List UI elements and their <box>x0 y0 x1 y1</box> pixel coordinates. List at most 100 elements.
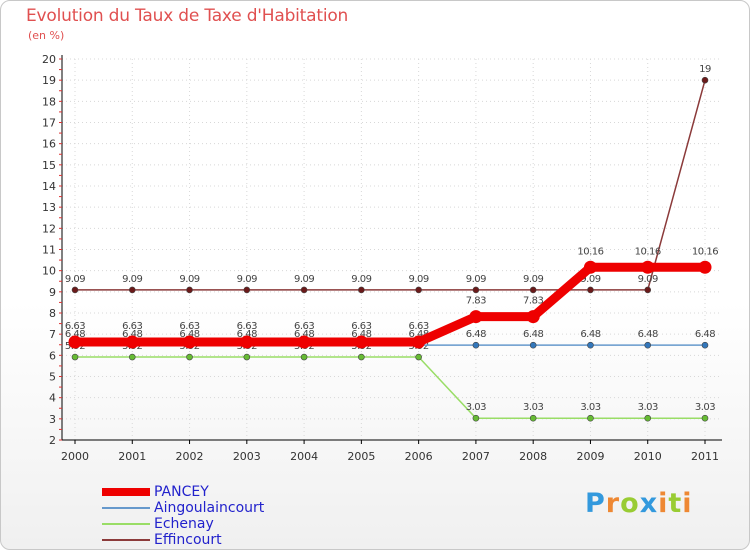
data-point <box>240 335 254 349</box>
y-tick-label: 17 <box>42 117 56 130</box>
logo-letter: x <box>639 488 659 519</box>
data-label: 6.63 <box>409 321 429 332</box>
logo-letter: i <box>682 488 693 519</box>
y-tick-label: 18 <box>42 95 56 108</box>
data-point <box>644 414 652 422</box>
series-line-pancey <box>70 262 710 347</box>
legend-swatch-echenay <box>102 523 150 525</box>
data-label: 10.16 <box>635 246 661 257</box>
data-point <box>529 414 537 422</box>
data-point <box>583 260 597 274</box>
logo-letter: t <box>668 488 683 519</box>
data-point <box>243 286 251 294</box>
logo-letter: P <box>585 488 606 519</box>
data-point <box>68 335 82 349</box>
y-tick-label: 9 <box>49 286 56 299</box>
y-tick-label: 16 <box>42 138 56 151</box>
logo-letter: r <box>605 488 621 519</box>
x-tick-label: 2004 <box>290 450 318 463</box>
data-point <box>71 286 79 294</box>
data-point <box>587 286 594 294</box>
x-tick-label: 2001 <box>118 450 146 463</box>
data-point <box>71 353 79 361</box>
y-tick-label: 11 <box>42 244 56 257</box>
data-point <box>641 260 655 274</box>
data-label: 6.63 <box>122 321 142 332</box>
x-tick-label: 2007 <box>462 450 490 463</box>
data-point <box>297 335 311 349</box>
legend-label-aingoulaincourt: Aingoulaincourt <box>154 500 265 516</box>
data-label: 9.09 <box>294 274 314 285</box>
data-label: 6.48 <box>466 329 486 340</box>
data-point <box>472 286 480 294</box>
series-line-echenay <box>74 356 706 419</box>
data-point <box>701 414 709 422</box>
data-label: 6.48 <box>638 329 658 340</box>
data-label: 9.09 <box>638 274 658 285</box>
data-label: 7.83 <box>523 296 543 307</box>
legend-label-effincourt: Effincourt <box>154 532 222 548</box>
data-label: 6.63 <box>294 321 314 332</box>
data-label: 6.63 <box>65 321 85 332</box>
chart-subtitle: (en %) <box>28 29 65 42</box>
y-tick-label: 7 <box>49 328 56 341</box>
data-point <box>186 286 193 294</box>
data-label: 6.48 <box>523 329 543 340</box>
data-point <box>243 353 251 361</box>
logo-letter: i <box>658 488 669 519</box>
legend-label-pancey: PANCEY <box>154 484 209 500</box>
data-label: 6.48 <box>237 329 257 340</box>
y-tick-label: 10 <box>42 265 56 278</box>
y-tick-label: 2 <box>49 434 56 447</box>
data-label: 9.09 <box>122 274 142 285</box>
data-point <box>587 341 594 349</box>
data-point <box>472 414 480 422</box>
data-label: 3.03 <box>695 402 715 413</box>
data-point <box>412 335 426 349</box>
data-label: 3.03 <box>580 402 600 413</box>
y-tick-label: 12 <box>42 222 56 235</box>
data-point <box>644 286 652 294</box>
series-line-effincourt <box>74 79 706 291</box>
data-label: 6.63 <box>351 321 371 332</box>
data-point <box>415 353 422 361</box>
legend-label-echenay: Echenay <box>154 516 214 532</box>
data-label: 9.09 <box>466 274 486 285</box>
y-tick-label: 4 <box>49 392 56 405</box>
x-tick-label: 2000 <box>61 450 89 463</box>
x-tick-label: 2010 <box>634 450 662 463</box>
data-point <box>300 353 308 361</box>
y-tick-label: 5 <box>49 371 56 384</box>
data-point <box>354 335 368 349</box>
data-point <box>701 76 709 84</box>
data-label: 6.63 <box>237 321 257 332</box>
data-point <box>698 260 712 274</box>
logo-letter: o <box>620 488 640 519</box>
x-tick-label: 2002 <box>176 450 204 463</box>
data-label: 9.09 <box>523 274 543 285</box>
data-label: 6.48 <box>351 329 371 340</box>
y-tick-label: 3 <box>49 413 56 426</box>
y-tick-label: 13 <box>42 201 56 214</box>
legend-swatch-effincourt <box>102 539 150 541</box>
data-point <box>300 286 308 294</box>
data-point <box>644 341 652 349</box>
legend-swatch-pancey <box>102 488 150 496</box>
data-label: 6.48 <box>65 329 85 340</box>
data-point <box>358 353 365 361</box>
data-point <box>701 341 709 349</box>
data-label: 10.16 <box>692 246 718 257</box>
data-label: 9.09 <box>580 274 600 285</box>
data-label: 19 <box>699 64 711 75</box>
y-tick-label: 6 <box>49 349 56 362</box>
data-point <box>358 286 365 294</box>
data-label: 3.03 <box>466 402 486 413</box>
data-label: 9.09 <box>351 274 371 285</box>
data-label: 9.09 <box>65 274 85 285</box>
data-label: 6.48 <box>294 329 314 340</box>
y-tick-label: 8 <box>49 307 56 320</box>
x-tick-label: 2009 <box>576 450 604 463</box>
data-label: 6.48 <box>580 329 600 340</box>
data-label: 6.63 <box>179 321 199 332</box>
